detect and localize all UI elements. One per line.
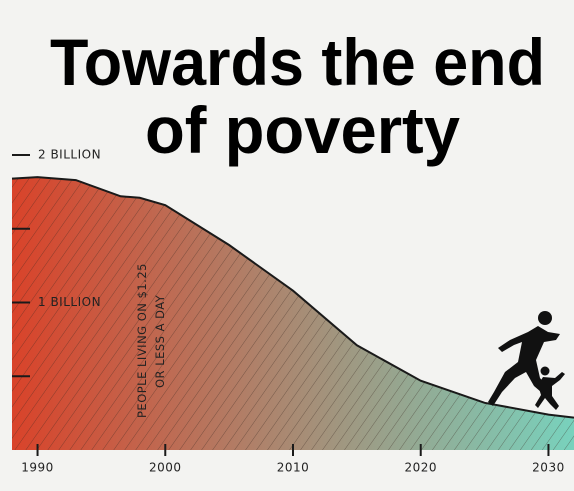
y-tick-label: 1 BILLION [38,295,101,309]
x-tick-label: 1990 [21,461,54,475]
x-tick-label: 2010 [277,461,310,475]
annotation: PEOPLE LIVING ON $1.25 [135,263,149,418]
x-tick-label: 2020 [404,461,437,475]
annotation: OR LESS A DAY [153,294,167,388]
area-outline [11,176,574,419]
y-tick-label: 2 BILLION [38,148,101,162]
runner-silhouettes [488,311,565,410]
chart-title: Towards the end [50,25,545,99]
area-hatch [12,177,574,450]
child-silhouette [535,372,565,410]
plot: 1 BILLION 2 BILLION 1990 2000 2010 2020 2030 PE… [11,148,574,475]
chart-title: of poverty [145,93,460,167]
x-tick-label: 2000 [149,461,182,475]
x-tick-label: 2030 [532,461,565,475]
